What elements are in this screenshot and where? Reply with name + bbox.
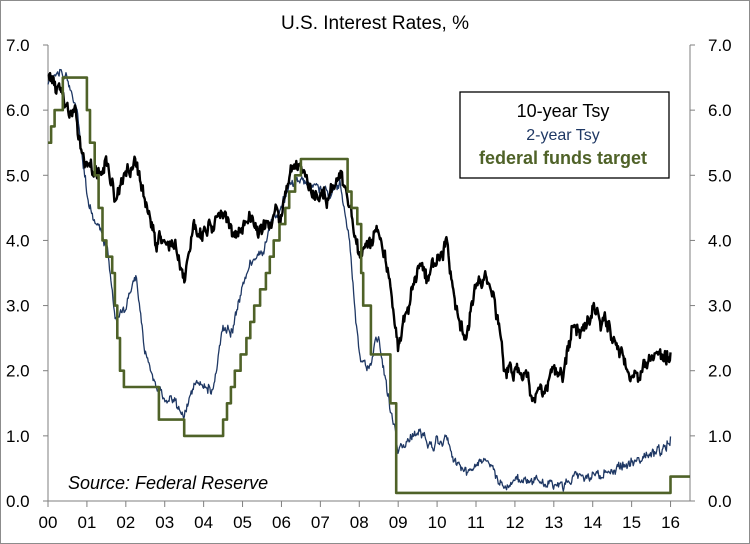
y-tick-label-right: 5.0 [708,166,732,185]
y-tick-label-right: 6.0 [708,101,732,120]
y-tick-label-right: 0.0 [708,492,732,511]
legend: 10-year Tsy 2-year Tsy federal funds tar… [459,91,670,179]
y-tick-label-right: 3.0 [708,297,732,316]
y-tick-label-right: 7.0 [708,36,732,55]
x-tick-label: 14 [583,513,602,532]
x-tick-label: 12 [505,513,524,532]
y-tick-label-left: 6.0 [6,101,30,120]
y-tick-label-left: 5.0 [6,166,30,185]
legend-10y-label: 10-year Tsy [517,101,610,121]
y-tick-label-left: 7.0 [6,36,30,55]
x-tick-label: 03 [155,513,174,532]
legend-fedfunds-label: federal funds target [479,148,647,168]
y-tick-label-left: 1.0 [6,427,30,446]
x-tick-label: 10 [428,513,447,532]
y-tick-label-left: 3.0 [6,297,30,316]
x-tick-label: 11 [467,513,485,532]
x-tick-label: 00 [39,513,58,532]
x-tick-label: 04 [194,513,213,532]
y-tick-label-right: 4.0 [708,231,732,250]
x-tick-label: 05 [233,513,252,532]
x-tick-label: 13 [544,513,563,532]
x-tick-label: 01 [77,513,96,532]
chart-title: U.S. Interest Rates, % [281,13,469,34]
x-tick-label: 08 [350,513,369,532]
x-tick-label: 07 [311,513,330,532]
y-tick-label-left: 4.0 [6,231,30,250]
y-tick-label-right: 1.0 [708,427,732,446]
legend-box [459,91,670,179]
y-tick-label-left: 2.0 [6,362,30,381]
legend-2y-label: 2-year Tsy [526,127,600,144]
x-tick-label: 15 [622,513,641,532]
series-line-2-year-tsy [47,68,672,492]
y-tick-label-right: 2.0 [708,362,732,381]
x-tick-label: 09 [389,513,408,532]
series-layer [47,68,690,495]
series-line-10-year-tsy [47,71,672,404]
axes: 0.0 0.0 1.0 1.0 2.0 2.0 3.0 3.0 4.0 4.0 5.0 5.0 6.0 6… [6,36,732,532]
series-line-federal-funds-target [48,76,690,495]
x-tick-label: 06 [272,513,291,532]
x-tick-label: 02 [116,513,135,532]
source-note: Source: Federal Reserve [68,473,268,493]
x-tick-label: 16 [661,513,680,532]
y-tick-label-left: 0.0 [6,492,30,511]
